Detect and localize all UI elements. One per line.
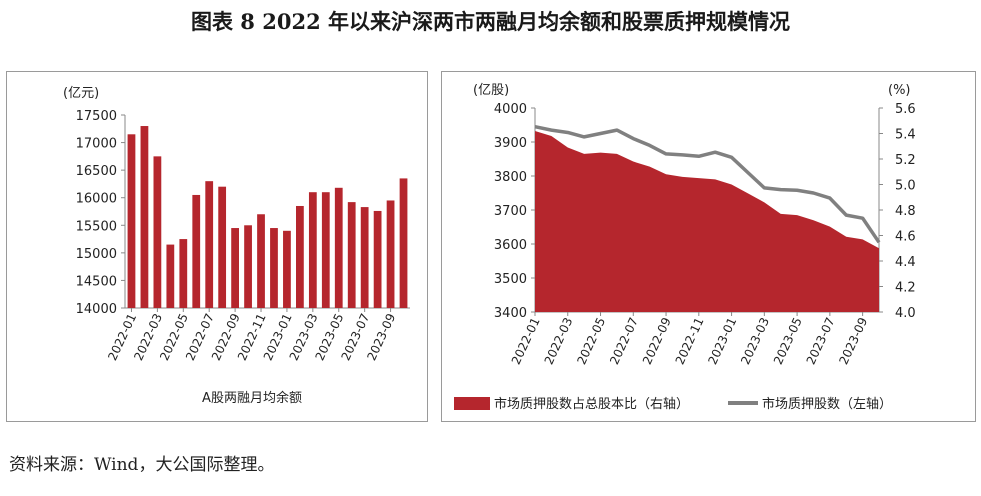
right-tick-label: 4.6 (895, 230, 916, 245)
x-tick-label: 2023-07 (804, 315, 838, 366)
left-tick-label: 4000 (494, 102, 527, 117)
legend-label-line: 市场质押股数（左轴） (762, 396, 892, 412)
x-tick-label: 2023-05 (771, 315, 805, 366)
right-tick-label: 5.4 (895, 128, 916, 143)
x-tick-label: 2023-09 (836, 315, 870, 366)
bar (231, 228, 239, 308)
y-tick-label: 17000 (76, 137, 117, 152)
bar (166, 244, 175, 308)
margin-balance-bar-chart: (亿元) 14000 14500 15000 15500 16000 16500 17000 1… (63, 86, 410, 406)
bar (205, 181, 214, 308)
bar (334, 187, 343, 308)
y-tick-label: 16000 (76, 192, 117, 207)
right-tick-label: 4.2 (895, 281, 916, 296)
bar (308, 192, 317, 308)
x-tick-label: 2023-01 (705, 315, 739, 366)
bar (360, 207, 369, 308)
y-axis-label: (亿元) (63, 86, 99, 101)
pledge-shares-line (534, 124, 881, 244)
right-tick-label: 4.0 (895, 306, 916, 321)
legend-label-area: 市场质押股数占总股本比（右轴） (494, 396, 689, 412)
pledge-chart-panel: (亿股) (%) 3400 3500 3600 3700 3800 3900 4000 4.0 4.… (441, 71, 976, 422)
y-tick-label: 15000 (76, 247, 117, 262)
pledge-ratio-area (535, 130, 879, 312)
right-axis-label: (%) (888, 83, 911, 98)
x-tick-label: 2022-01 (509, 315, 543, 366)
legend-swatch-area (454, 397, 490, 410)
y-tick-label: 15500 (76, 219, 117, 234)
bar (373, 210, 382, 308)
bar (257, 214, 265, 308)
x-tick-label: 2022-09 (640, 315, 674, 366)
bar (386, 200, 395, 308)
right-tick-label: 5.6 (895, 102, 916, 117)
bar (321, 192, 330, 308)
left-tick-label: 3500 (494, 272, 527, 287)
bar (347, 202, 356, 308)
left-tick-label: 3600 (494, 238, 527, 253)
bar (140, 126, 149, 309)
y-tick-label: 17500 (76, 109, 117, 124)
bar (192, 194, 201, 308)
bar (270, 228, 278, 308)
left-tick-label: 3400 (494, 306, 527, 321)
bar (399, 178, 408, 308)
y-tick-label: 14500 (76, 274, 117, 289)
right-tick-label: 5.0 (895, 179, 916, 194)
x-tick-label: 2023-03 (738, 315, 772, 366)
stock-pledge-area-line-chart: (亿股) (%) 3400 3500 3600 3700 3800 3900 4000 4.0 4.… (454, 83, 916, 412)
bar (179, 239, 188, 308)
right-tick-label: 4.4 (895, 255, 916, 270)
margin-balance-chart-panel: (亿元) 14000 14500 15000 15500 16000 16500 17000 1… (6, 71, 428, 422)
right-tick-label: 5.2 (895, 153, 916, 168)
left-tick-label: 3900 (494, 136, 527, 151)
figure-title: 图表 8 2022 年以来沪深两市两融月均余额和股票质押规模情况 (191, 9, 790, 34)
bar (283, 230, 291, 308)
y-tick-label: 14000 (76, 302, 117, 317)
bar (153, 156, 162, 308)
left-tick-label: 3700 (494, 204, 527, 219)
bar (218, 186, 227, 308)
bar (244, 225, 252, 308)
x-tick-label: 2022-11 (673, 315, 707, 366)
source-note: 资料来源：Wind，大公国际整理。 (9, 455, 275, 475)
left-axis-label: (亿股) (473, 83, 509, 98)
bar (127, 134, 136, 308)
y-tick-label: 16500 (76, 164, 117, 179)
right-tick-label: 4.8 (895, 204, 916, 219)
x-tick-label: 2022-07 (607, 315, 641, 366)
x-tick-label: 2022-05 (574, 315, 608, 366)
chart-caption: A股两融月均余额 (202, 390, 302, 406)
bar (296, 205, 304, 308)
x-tick-label: 2022-03 (542, 315, 576, 366)
left-tick-label: 3800 (494, 170, 527, 185)
